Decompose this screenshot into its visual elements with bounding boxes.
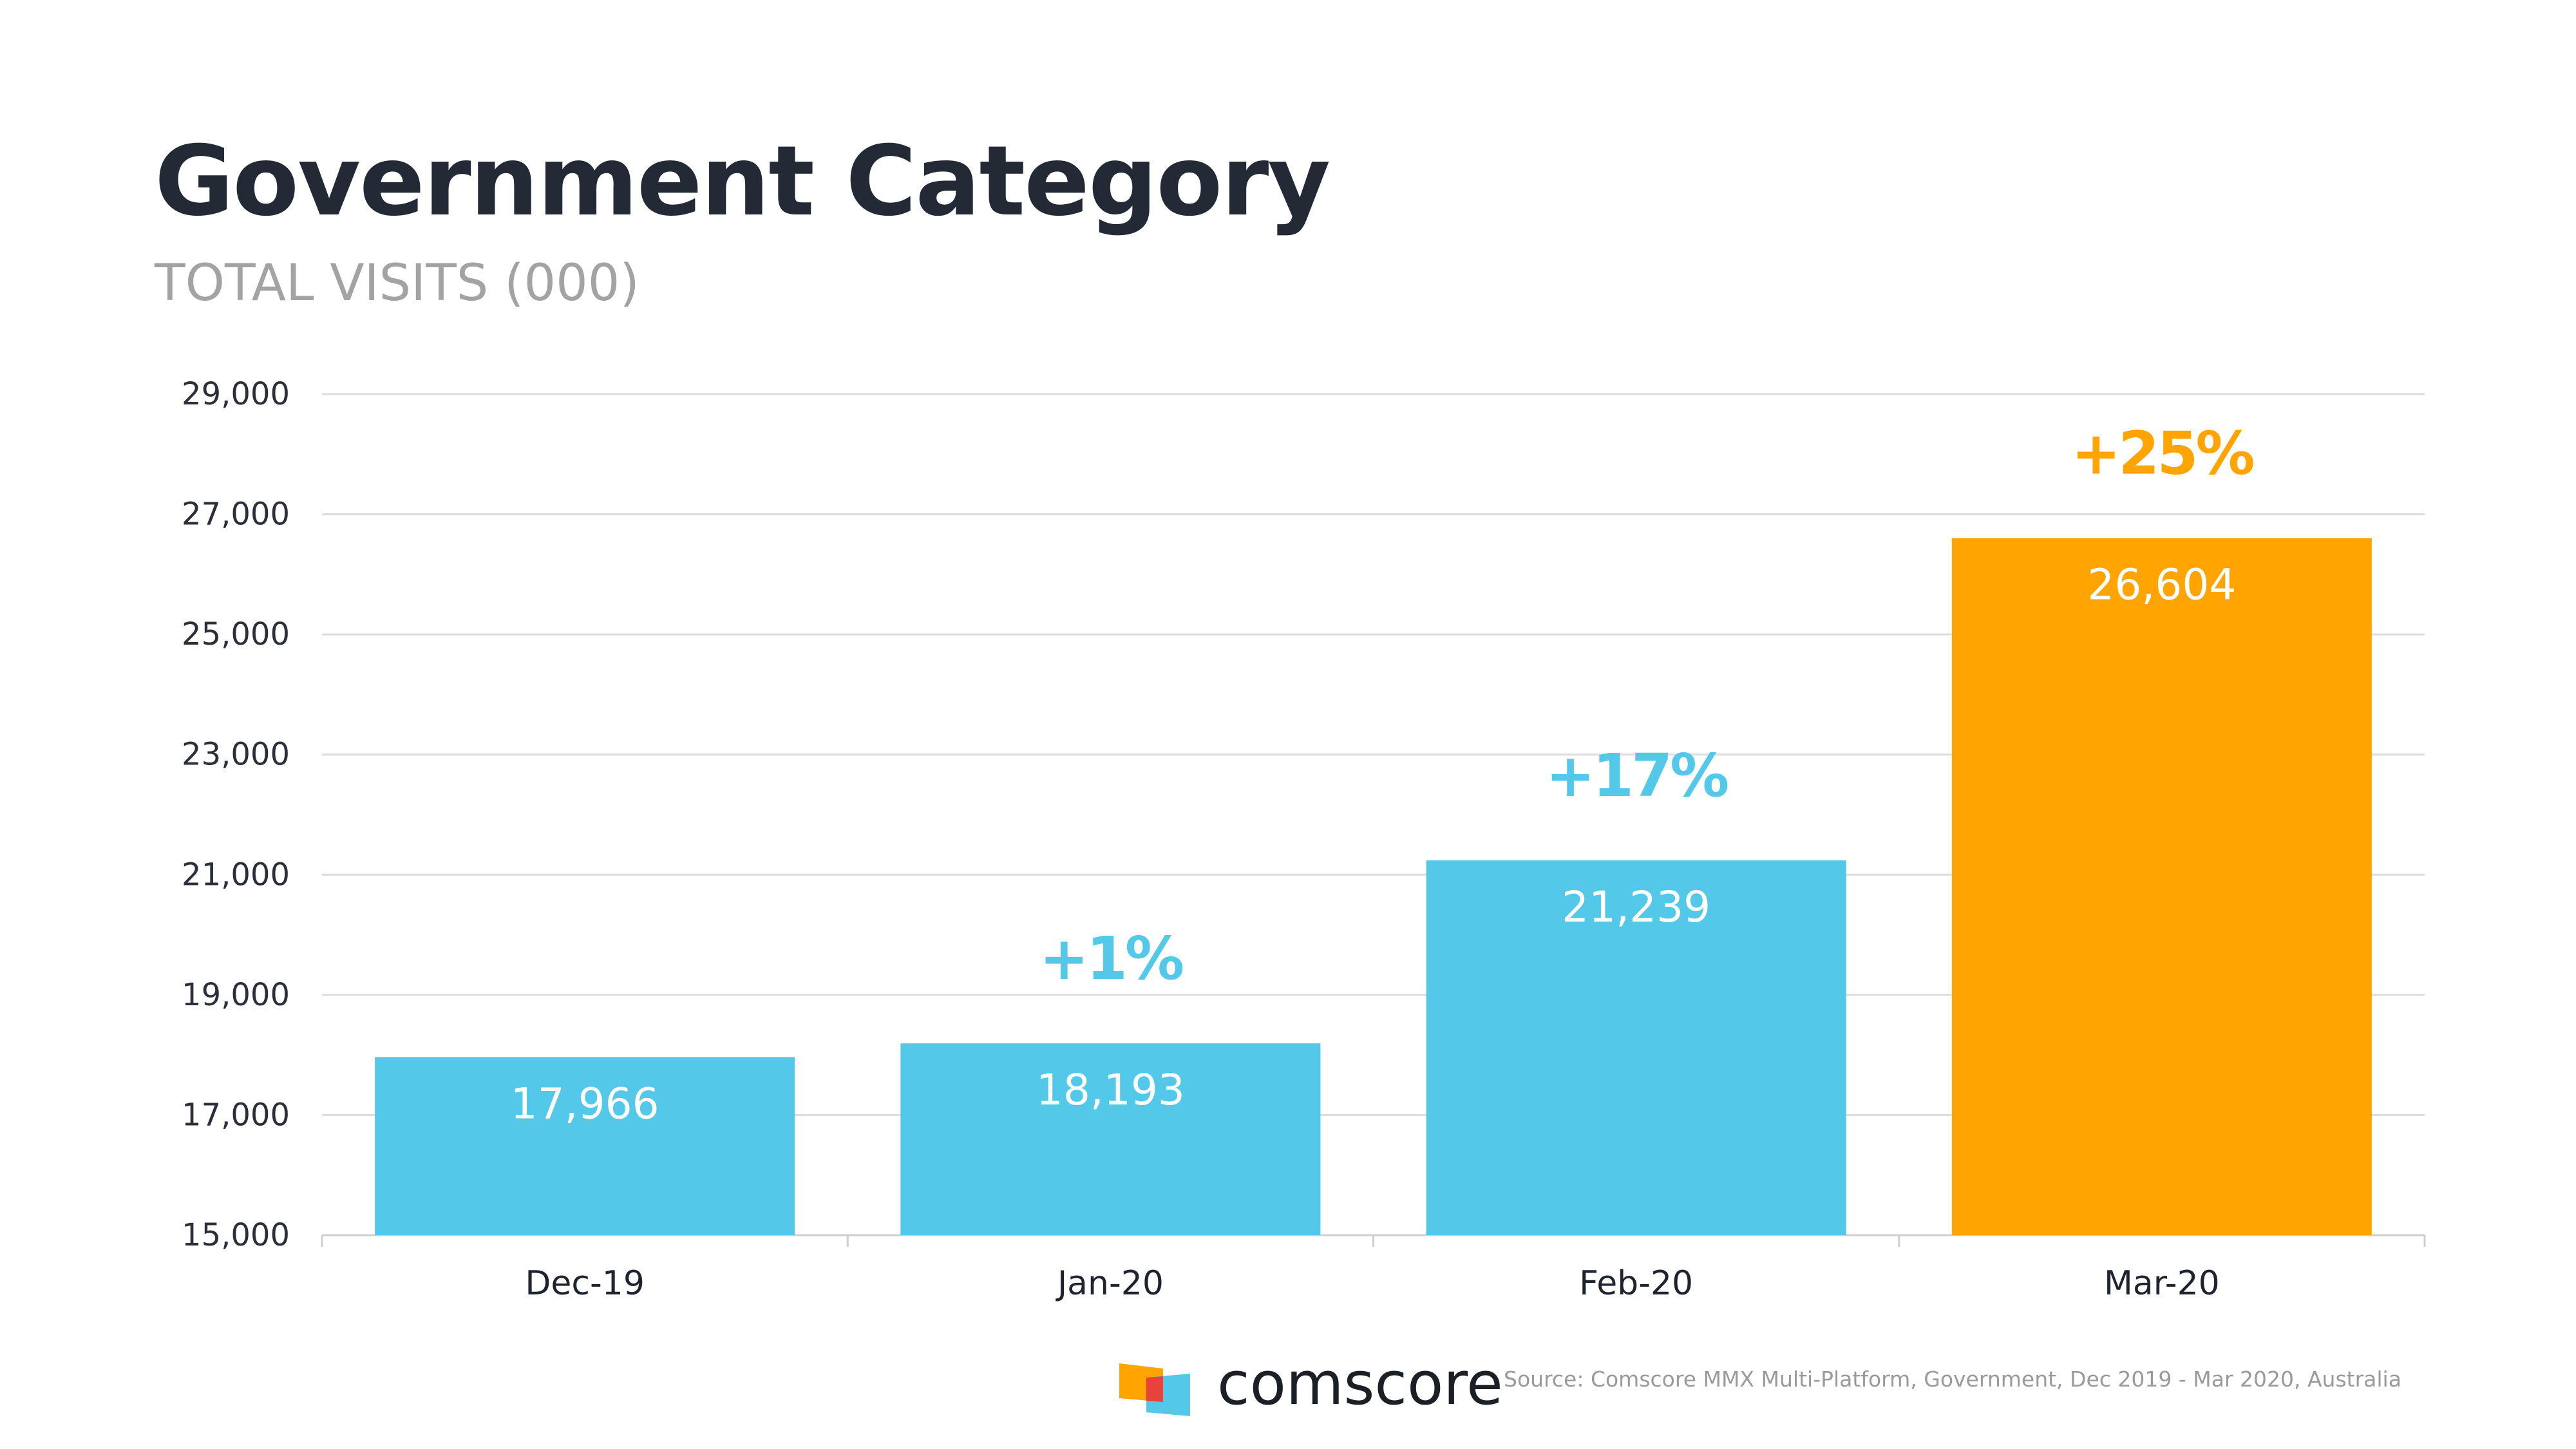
page-title: Government Category (155, 126, 1331, 238)
y-tick-label: 21,000 (182, 857, 290, 893)
bar (900, 1043, 1321, 1235)
x-tick-label: Jan-20 (1056, 1264, 1164, 1303)
x-tick-label: Dec-19 (525, 1264, 645, 1303)
bars (375, 538, 2372, 1235)
data-label: 17,966 (511, 1079, 659, 1128)
chart-subtitle: TOTAL VISITS (000) (155, 254, 639, 312)
change-label: +17% (1546, 741, 1728, 810)
y-tick-label: 25,000 (182, 616, 290, 652)
y-tick-label: 27,000 (182, 497, 290, 533)
source-note: Source: Comscore MMX Multi-Platform, Gov… (1504, 1367, 2401, 1392)
y-tick-label: 19,000 (182, 977, 290, 1013)
data-labels: Dec-19 17,966 Jan-20 18,193 +1% Feb-20 21,239 +… (511, 419, 2257, 1303)
x-tick-label: Mar-20 (2104, 1264, 2220, 1303)
bar (375, 1057, 795, 1235)
bar (1951, 538, 2372, 1235)
bar (1426, 860, 1846, 1235)
x-axis (321, 1234, 2426, 1247)
x-tick-label: Feb-20 (1579, 1264, 1693, 1303)
y-tick-label: 23,000 (182, 737, 290, 773)
change-label: +25% (2071, 419, 2253, 488)
y-axis: 15,000 17,000 19,000 21,000 23,000 25,000 27,0… (182, 376, 290, 1253)
comscore-logo-icon (1119, 1363, 1190, 1416)
data-label: 21,239 (1562, 882, 1710, 932)
data-label: 26,604 (2087, 560, 2236, 610)
y-tick-label: 15,000 (182, 1217, 290, 1253)
data-label: 18,193 (1036, 1065, 1185, 1115)
bar-chart: 15,000 17,000 19,000 21,000 23,000 25,000 27,0… (182, 376, 2426, 1303)
change-label: +1% (1039, 924, 1183, 993)
y-tick-label: 17,000 (182, 1097, 290, 1133)
brand-name: comscore (1217, 1349, 1503, 1418)
y-tick-label: 29,000 (182, 376, 290, 412)
